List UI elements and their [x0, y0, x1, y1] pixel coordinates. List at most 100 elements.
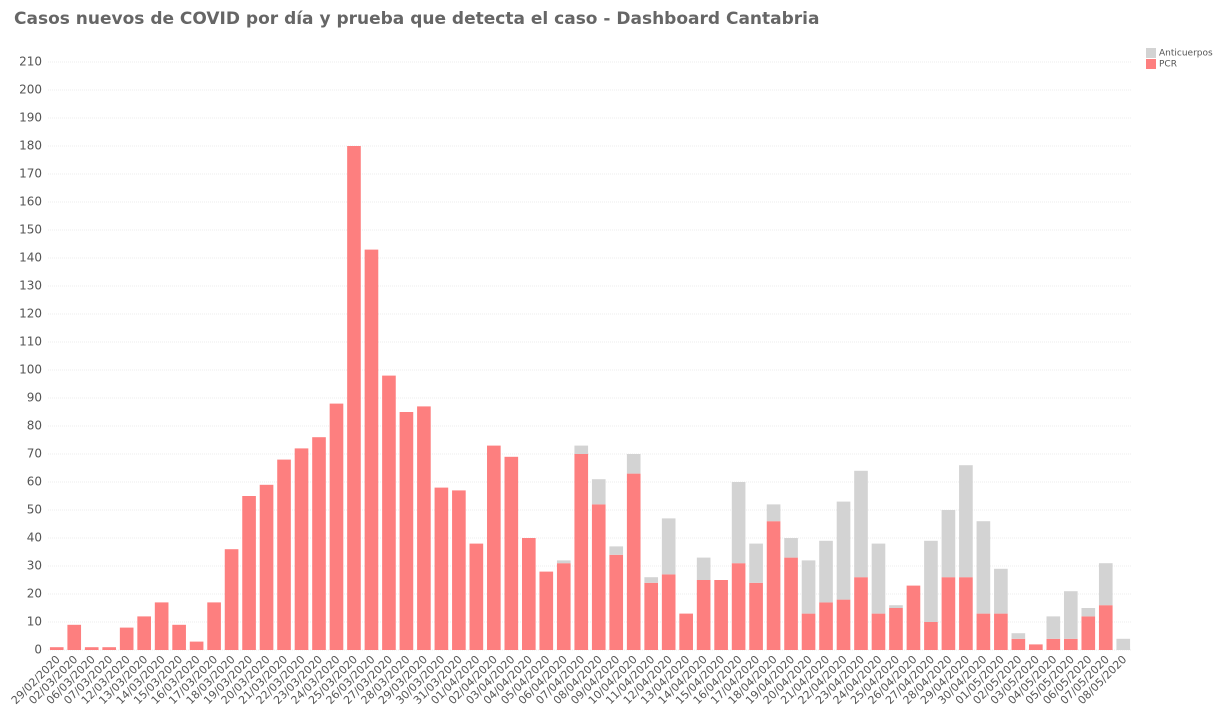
bar	[417, 406, 431, 650]
bar	[871, 613, 886, 650]
bar	[574, 454, 589, 650]
bar	[836, 599, 851, 650]
bar	[626, 454, 641, 474]
bar	[749, 582, 763, 650]
bar	[67, 624, 82, 650]
legend-label: PCR	[1159, 60, 1177, 70]
bar	[1116, 638, 1131, 650]
bar	[224, 549, 239, 650]
bar	[172, 624, 186, 650]
bar	[994, 568, 1008, 614]
bar	[189, 641, 204, 650]
chart-title: Casos nuevos de COVID por día y prueba q…	[14, 9, 819, 29]
bar	[1029, 644, 1043, 650]
bar	[924, 540, 938, 622]
bar	[784, 538, 798, 558]
bar	[889, 605, 903, 608]
y-tick-label: 20	[27, 587, 42, 601]
y-tick-label: 30	[27, 559, 42, 573]
y-tick-label: 10	[27, 615, 42, 629]
y-tick-label: 150	[19, 223, 42, 237]
bar	[1081, 608, 1096, 617]
bar	[364, 249, 379, 650]
bar	[924, 622, 938, 650]
bar	[871, 543, 886, 614]
y-tick-label: 50	[27, 503, 42, 517]
y-tick-label: 80	[27, 419, 42, 433]
bar	[1063, 638, 1078, 650]
y-tick-label: 140	[19, 251, 42, 265]
y-tick-label: 210	[19, 55, 42, 69]
bar	[854, 470, 868, 578]
bar	[329, 403, 344, 650]
bar	[661, 574, 676, 650]
bar	[1063, 591, 1078, 639]
bar	[959, 465, 973, 578]
y-tick-label: 130	[19, 279, 42, 293]
bar	[556, 560, 571, 564]
bar	[731, 482, 746, 564]
y-tick-label: 170	[19, 167, 42, 181]
bar	[626, 473, 641, 650]
y-tick-label: 100	[19, 363, 42, 377]
bar	[382, 375, 396, 650]
legend-swatch	[1146, 48, 1156, 58]
bar	[452, 490, 466, 650]
bar	[836, 501, 851, 600]
bar	[277, 459, 291, 650]
bar	[259, 484, 274, 650]
bar	[154, 602, 169, 650]
legend-label: Anticuerpos	[1159, 49, 1213, 59]
bar	[521, 538, 536, 650]
y-tick-label: 200	[19, 83, 42, 97]
bar	[696, 557, 711, 580]
bar	[661, 518, 676, 575]
bar	[119, 627, 134, 650]
bar	[1011, 633, 1026, 639]
bar	[539, 571, 554, 650]
bar	[941, 510, 956, 578]
y-tick-label: 40	[27, 531, 42, 545]
bar	[1011, 638, 1026, 650]
bar	[976, 613, 991, 650]
bar	[766, 521, 781, 650]
bar	[906, 585, 921, 650]
y-tick-label: 180	[19, 139, 42, 153]
bar	[889, 608, 903, 650]
y-tick-label: 90	[27, 391, 42, 405]
bar	[731, 563, 746, 650]
y-tick-label: 160	[19, 195, 42, 209]
bar	[556, 563, 571, 650]
bar	[1046, 638, 1061, 650]
bar	[644, 582, 659, 650]
y-tick-label: 60	[27, 475, 42, 489]
bar	[644, 577, 659, 583]
bar	[137, 616, 151, 650]
bar	[312, 437, 326, 650]
y-tick-label: 110	[19, 335, 42, 349]
bar	[1081, 616, 1096, 650]
bar	[591, 479, 606, 505]
bar	[399, 412, 414, 650]
y-tick-label: 0	[34, 643, 42, 657]
bar	[504, 456, 519, 650]
bar	[434, 487, 449, 650]
bar	[207, 602, 221, 650]
bar	[714, 580, 728, 650]
bar	[679, 613, 693, 650]
bar	[102, 647, 117, 650]
bar	[801, 560, 816, 614]
bar	[84, 647, 99, 650]
bar	[819, 540, 833, 603]
bar	[976, 521, 991, 614]
bar	[766, 504, 781, 522]
bar	[487, 445, 501, 650]
bar	[854, 577, 868, 650]
y-tick-label: 190	[19, 111, 42, 125]
bar	[294, 448, 309, 650]
bar	[49, 647, 64, 650]
legend-swatch	[1146, 59, 1156, 69]
bar	[347, 146, 361, 650]
bar	[696, 580, 711, 650]
